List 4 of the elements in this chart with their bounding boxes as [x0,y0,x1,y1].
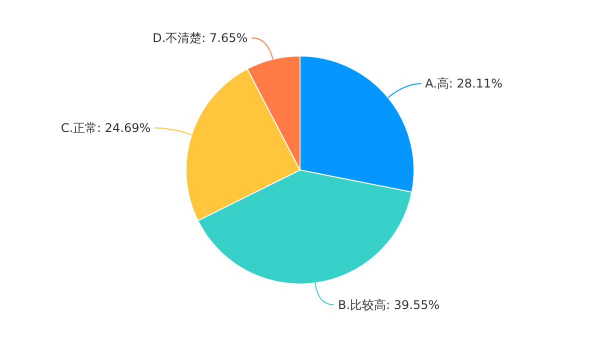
slice-label: B.比较高: 39.55% [338,298,440,312]
slice-label: A.高: 28.11% [425,76,503,91]
slice-label: C.正常: 24.69% [60,120,151,135]
slice-label: D.不清楚: 7.65% [152,30,248,45]
